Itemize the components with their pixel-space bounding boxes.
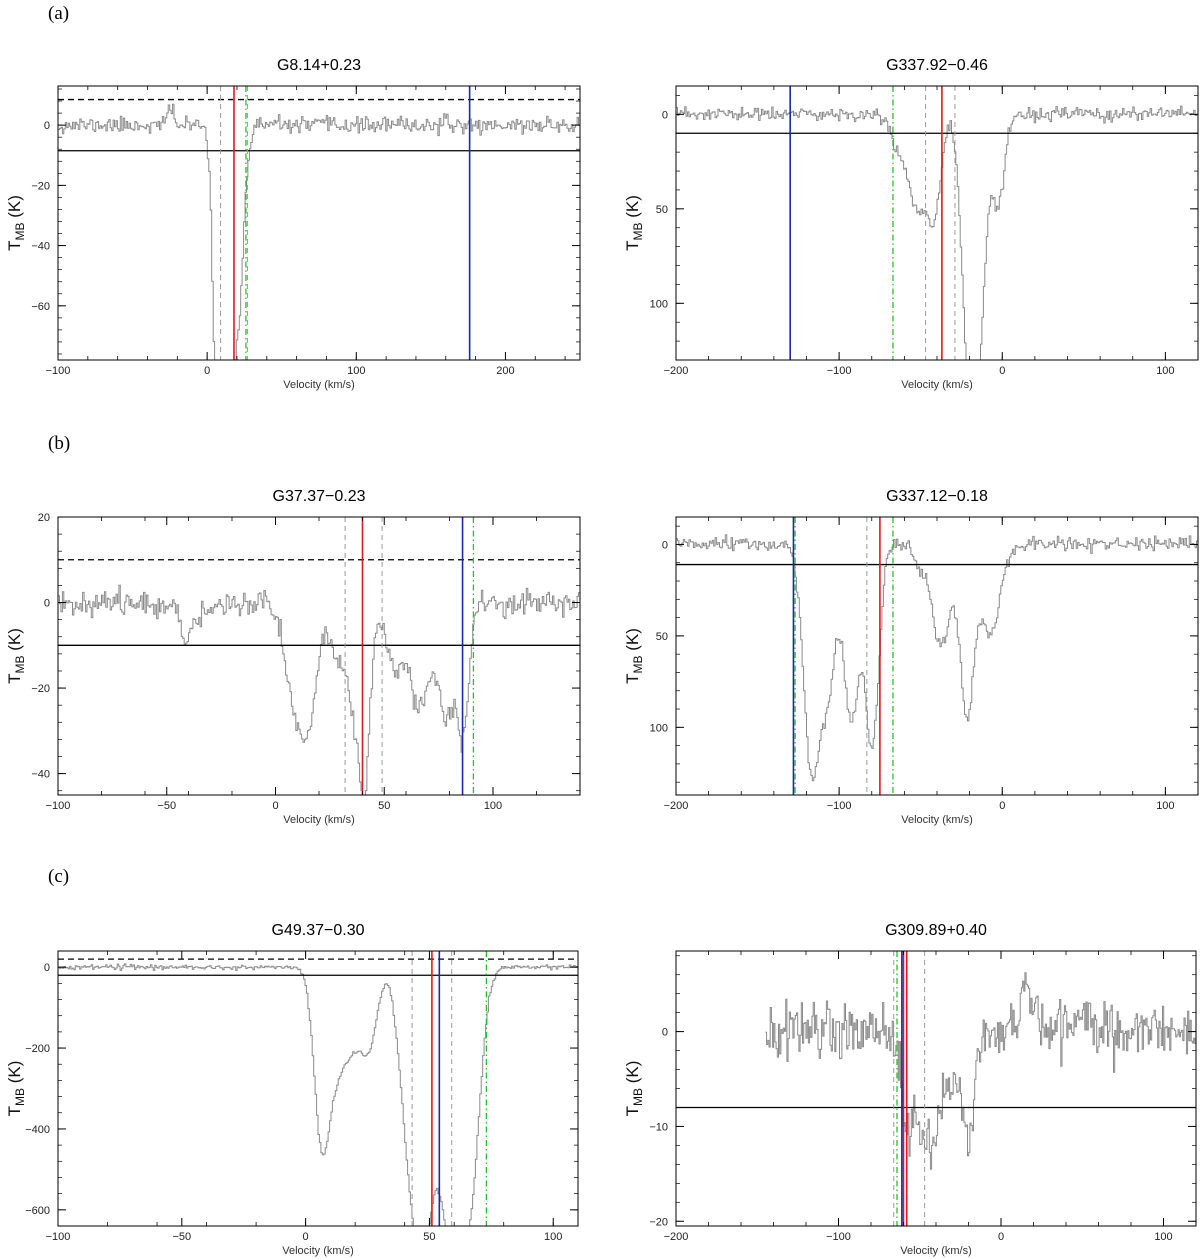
y-tick-label: 100	[650, 298, 668, 310]
x-tick-label: 100	[1156, 800, 1174, 812]
spectrum-panel-4: G337.12−0.18 −200 −100 0 100 0 50 100 Velocity (…	[623, 488, 1199, 826]
spectrum-trace	[765, 972, 1196, 1170]
spectrum-panel-2: G337.92−0.46 −200 −100 0 100 0 50 100 Velocity (…	[623, 57, 1199, 391]
row-label-a: (a)	[48, 3, 69, 24]
x-tick-label: −200	[664, 800, 689, 812]
y-tick-label: 0	[662, 539, 668, 551]
plot-frame	[675, 950, 1197, 1227]
panel-title: G8.14+0.23	[277, 57, 361, 74]
y-axis-label: TMB (K)	[5, 195, 27, 251]
y-axis-label: TMB (K)	[623, 1061, 645, 1117]
y-tick-label: 0	[44, 120, 50, 132]
panel-title: G337.12−0.18	[886, 488, 988, 505]
y-tick-label: −40	[31, 769, 50, 781]
spectrum-trace	[676, 105, 1198, 360]
y-tick-label: 20	[38, 512, 50, 524]
spectrum-trace	[58, 963, 578, 1226]
spectrum-panel-6: G309.89+0.40 −200 −100 0 100 0 −10 −20 Velocity …	[623, 922, 1197, 1257]
y-tick-label: −20	[649, 1216, 668, 1228]
spectrum-trace	[58, 103, 580, 360]
x-tick-label: −50	[157, 800, 176, 812]
x-tick-label: 100	[544, 1231, 562, 1243]
x-tick-label: 200	[496, 365, 514, 377]
x-axis-label: Velocity (km/s)	[283, 814, 355, 826]
y-tick-label: −20	[31, 180, 50, 192]
y-axis-label: TMB (K)	[5, 1061, 27, 1117]
x-axis-label: Velocity (km/s)	[282, 1245, 354, 1257]
y-tick-label: 0	[662, 109, 668, 121]
x-tick-label: 100	[347, 365, 365, 377]
x-tick-label: 100	[1154, 1231, 1172, 1243]
x-tick-label: 0	[204, 365, 210, 377]
x-tick-label: −200	[664, 365, 689, 377]
plot-frame	[57, 950, 579, 1227]
x-tick-label: −100	[46, 365, 71, 377]
x-tick-label: 0	[999, 365, 1005, 377]
y-tick-label: −40	[31, 241, 50, 253]
x-tick-label: 100	[1156, 365, 1174, 377]
x-tick-label: 50	[378, 800, 390, 812]
spectrum-trace	[58, 584, 580, 795]
y-tick-label: −10	[649, 1121, 668, 1133]
x-tick-label: 0	[999, 800, 1005, 812]
y-tick-label: 50	[656, 204, 668, 216]
panel-title: G337.92−0.46	[886, 57, 988, 74]
y-tick-label: 50	[656, 631, 668, 643]
y-axis-label: TMB (K)	[623, 628, 645, 684]
x-tick-label: 0	[998, 1231, 1004, 1243]
x-tick-label: −50	[172, 1231, 191, 1243]
y-tick-label: 100	[650, 722, 668, 734]
x-axis-label: Velocity (km/s)	[901, 814, 973, 826]
y-axis-label: TMB (K)	[5, 628, 27, 684]
plot-frame	[675, 85, 1199, 361]
x-tick-label: 0	[303, 1231, 309, 1243]
y-tick-label: −20	[31, 683, 50, 695]
x-tick-label: −100	[827, 365, 852, 377]
x-tick-label: 0	[272, 800, 278, 812]
x-tick-label: −100	[826, 1231, 851, 1243]
y-tick-label: 0	[44, 962, 50, 974]
panel-title: G309.89+0.40	[885, 922, 987, 939]
row-label-b: (b)	[48, 433, 70, 454]
y-tick-label: −200	[25, 1043, 50, 1055]
spectrum-panel-5: G49.37−0.30 −100 −50 0 50 100 0 −200 −400 −600 Vel…	[5, 922, 579, 1257]
plot-frame	[675, 516, 1199, 796]
spectrum-trace	[676, 534, 1198, 782]
y-tick-label: 0	[662, 1027, 668, 1039]
x-axis-label: Velocity (km/s)	[900, 1245, 972, 1257]
spectrum-panel-1: G8.14+0.23 −100 0 100 200 0 −20 −40 −60 Velocity …	[5, 57, 581, 391]
panel-title: G37.37−0.23	[273, 488, 366, 505]
plot-frame	[57, 85, 581, 361]
x-tick-label: −100	[827, 800, 852, 812]
y-tick-label: −400	[25, 1124, 50, 1136]
x-tick-label: 50	[423, 1231, 435, 1243]
x-tick-label: −100	[46, 800, 71, 812]
panel-title: G49.37−0.30	[272, 922, 365, 939]
plot-frame	[57, 516, 581, 796]
row-label-c: (c)	[48, 866, 69, 887]
x-tick-label: −200	[664, 1231, 689, 1243]
y-axis-label: TMB (K)	[623, 195, 645, 251]
y-tick-label: −600	[25, 1205, 50, 1217]
y-tick-label: 0	[44, 598, 50, 610]
x-axis-label: Velocity (km/s)	[901, 379, 973, 391]
x-tick-label: −100	[46, 1231, 71, 1243]
x-tick-label: 100	[484, 800, 502, 812]
spectrum-panel-3: G37.37−0.23 −100 −50 0 50 100 20 0 −20 −40 Velocit…	[5, 488, 581, 826]
y-tick-label: −60	[31, 301, 50, 313]
x-axis-label: Velocity (km/s)	[283, 379, 355, 391]
